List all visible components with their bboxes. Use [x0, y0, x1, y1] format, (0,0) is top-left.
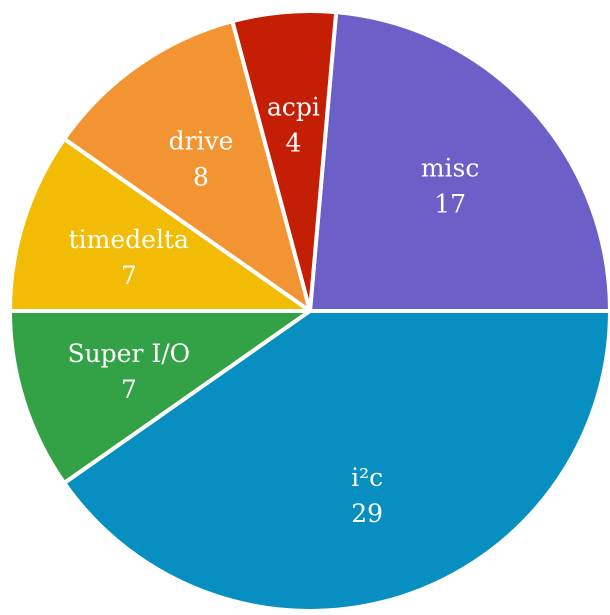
- pie-slice-value: 7: [121, 375, 137, 404]
- pie-slice-4: [8, 309, 312, 486]
- pie-slice-label: drive: [169, 126, 234, 155]
- pie-slices: [8, 8, 610, 613]
- pie-slice-value: 17: [434, 190, 466, 219]
- pie-slice-label: acpi: [267, 93, 320, 122]
- pie-slice-label: timedelta: [69, 225, 189, 254]
- pie-slice-value: 29: [351, 499, 383, 528]
- pie-slice-5: [62, 309, 610, 613]
- pie-slice-2: [62, 19, 312, 313]
- pie-slice-0: [308, 10, 610, 313]
- pie-slice-value: 4: [285, 129, 301, 158]
- pie-slice-label: misc: [421, 154, 480, 183]
- pie-slice-value: 8: [193, 162, 209, 191]
- pie-slice-3: [8, 136, 312, 313]
- pie-slice-label: i²c: [351, 463, 383, 492]
- pie-slice-label: Super I/O: [67, 339, 190, 368]
- pie-slice-value: 7: [121, 261, 137, 290]
- pie-labels: misc 17 acpi 4 drive 8 timedelta 7 Super I/O 7 i²c…: [67, 93, 479, 529]
